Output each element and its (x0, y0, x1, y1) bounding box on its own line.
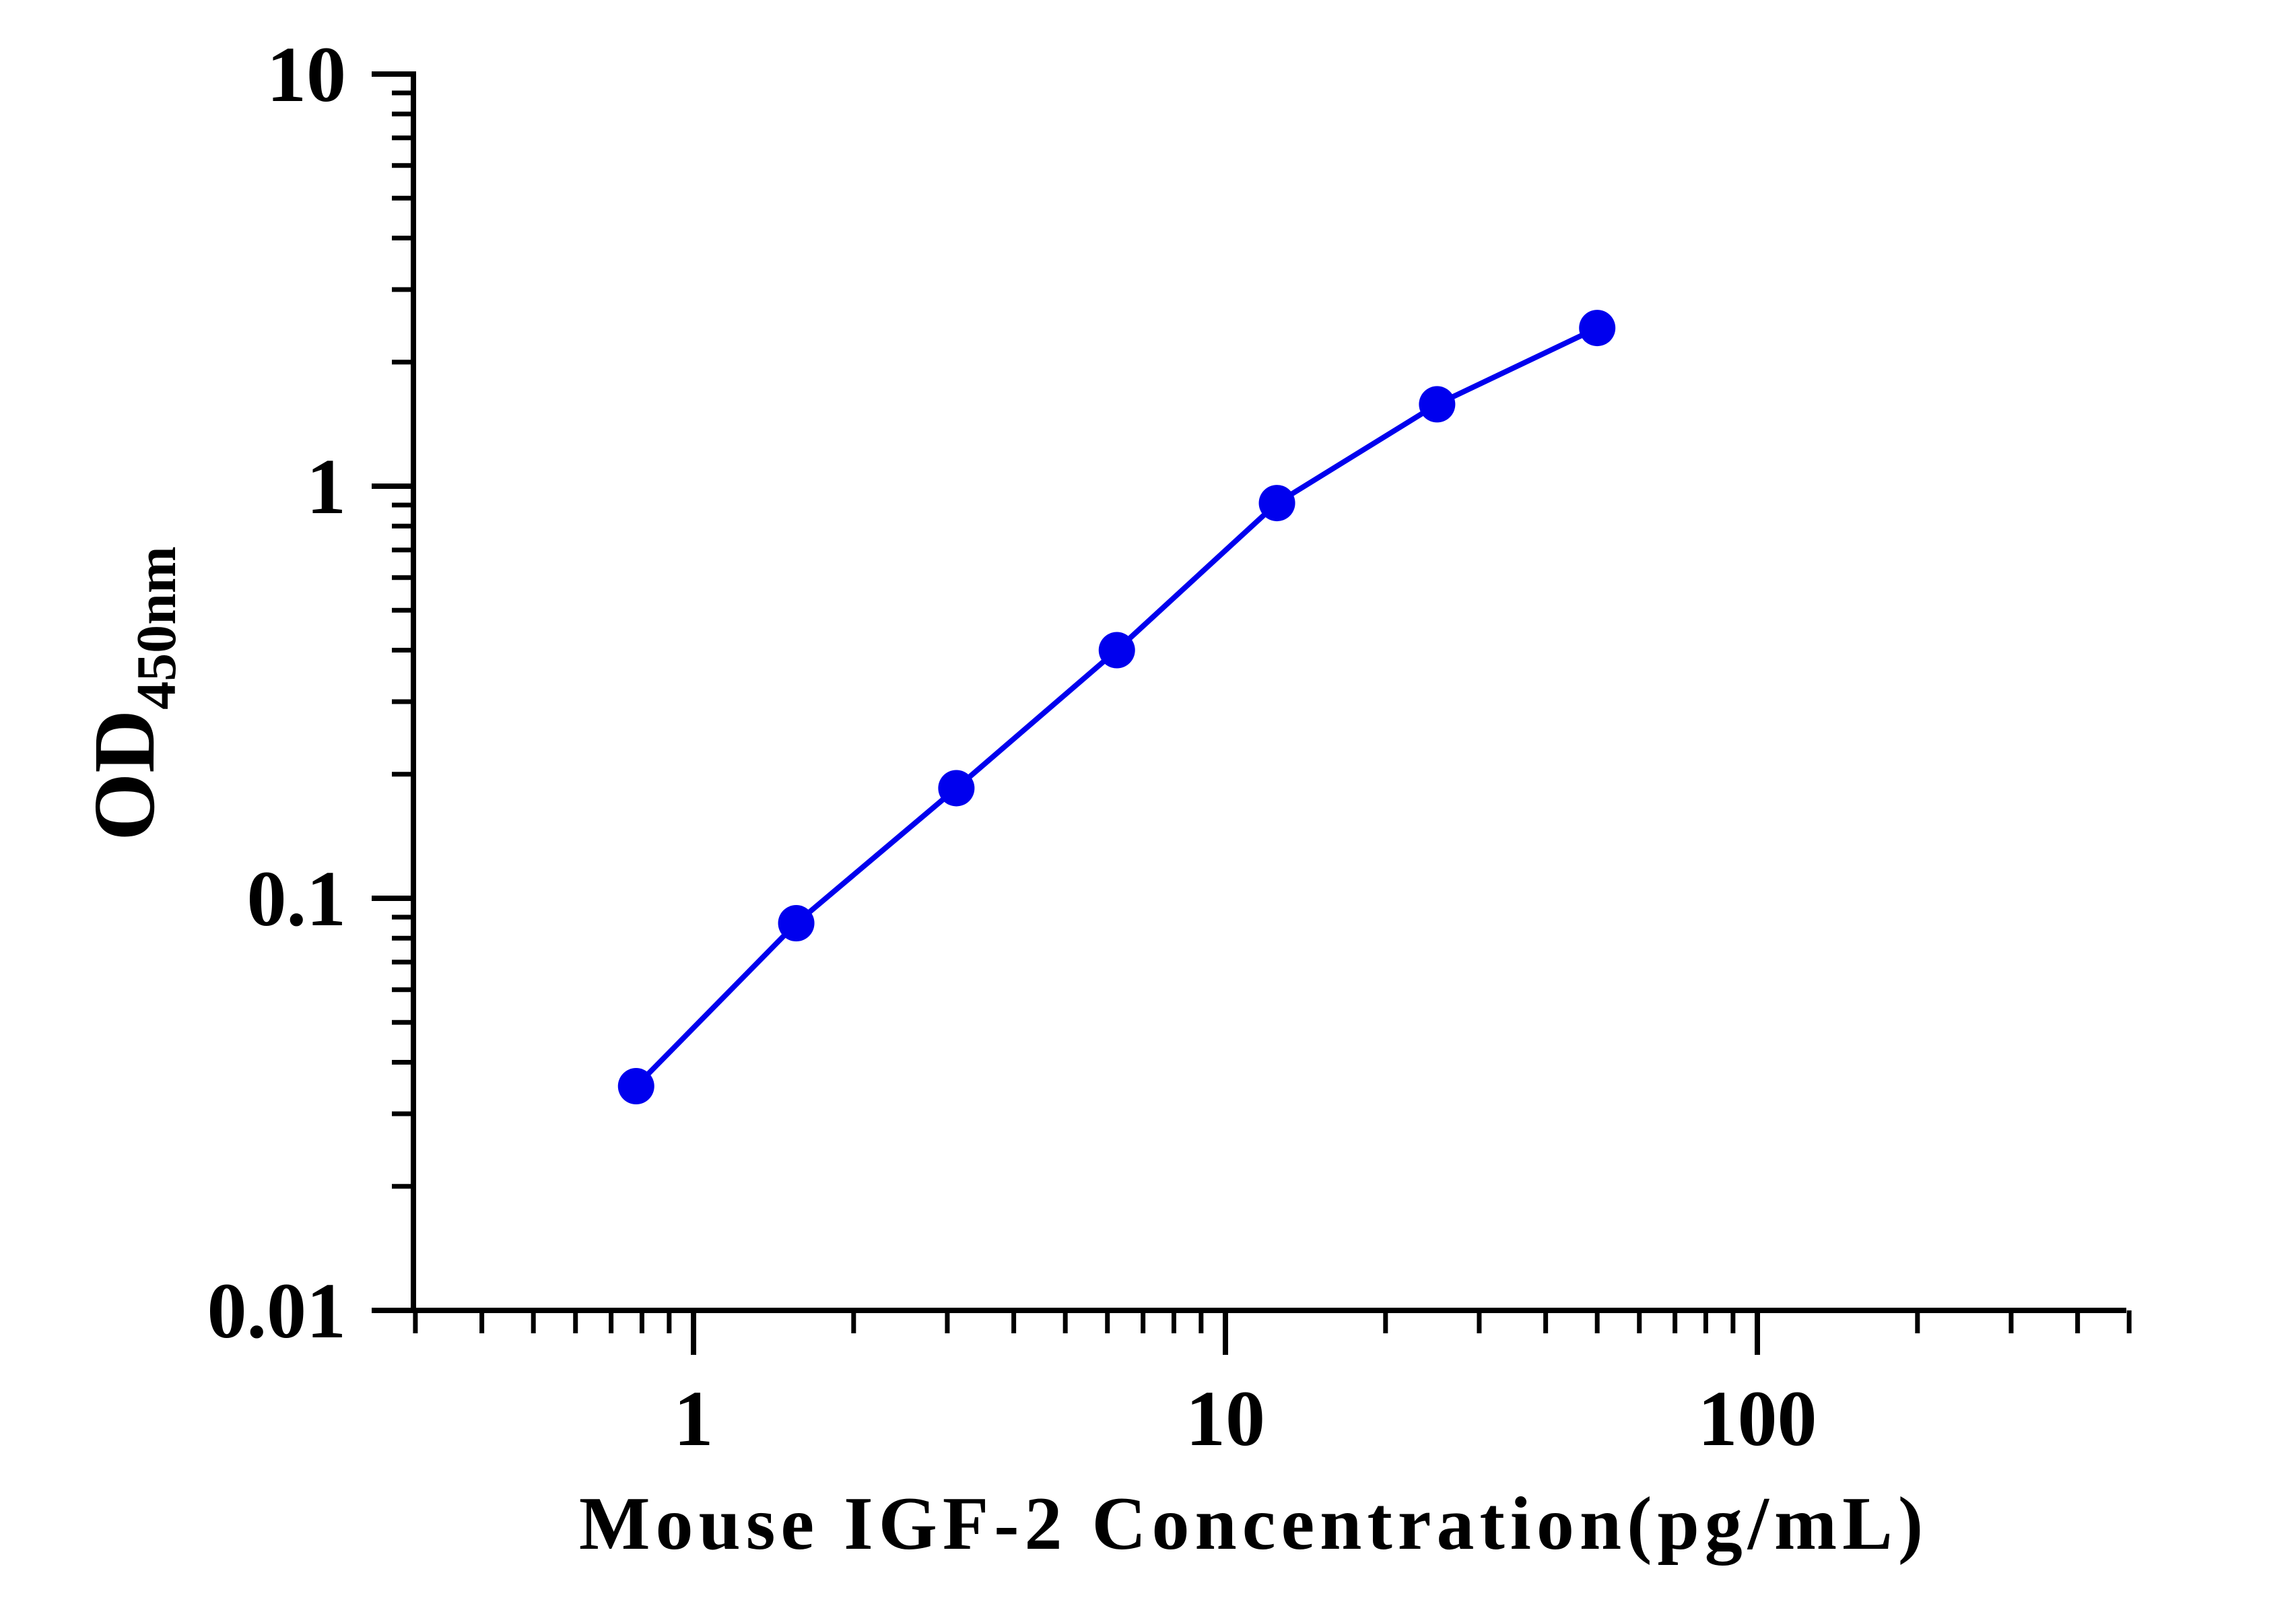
y-tick-label: 10 (267, 30, 346, 119)
data-point (1419, 386, 1456, 423)
y-axis-ticks (372, 71, 413, 1313)
y-axis-title-main: OD (76, 710, 173, 841)
x-axis-tick-labels: 1 10 100 (674, 1374, 1817, 1463)
data-point (1258, 485, 1295, 522)
series-layer (617, 310, 1616, 1105)
y-axis-tick-labels: 10 1 0.1 0.01 (207, 30, 347, 1355)
data-point (778, 905, 815, 942)
data-point (1098, 632, 1135, 669)
x-tick-label: 10 (1186, 1374, 1265, 1463)
x-tick-label: 1 (674, 1374, 714, 1463)
data-point (938, 770, 975, 807)
y-tick-label: 0.01 (207, 1267, 347, 1355)
x-axis-title: Mouse IGF-2 Concentration(pg/mL) (579, 1482, 1928, 1566)
y-tick-label: 1 (306, 442, 346, 531)
data-point (617, 1068, 654, 1105)
y-tick-label: 0.1 (247, 855, 347, 943)
x-axis-ticks (413, 1310, 2132, 1355)
data-point (1579, 310, 1616, 347)
y-axis-title: OD450nm (76, 546, 188, 841)
x-tick-label: 100 (1698, 1374, 1817, 1463)
y-axis-title-subscript: 450nm (125, 546, 188, 710)
